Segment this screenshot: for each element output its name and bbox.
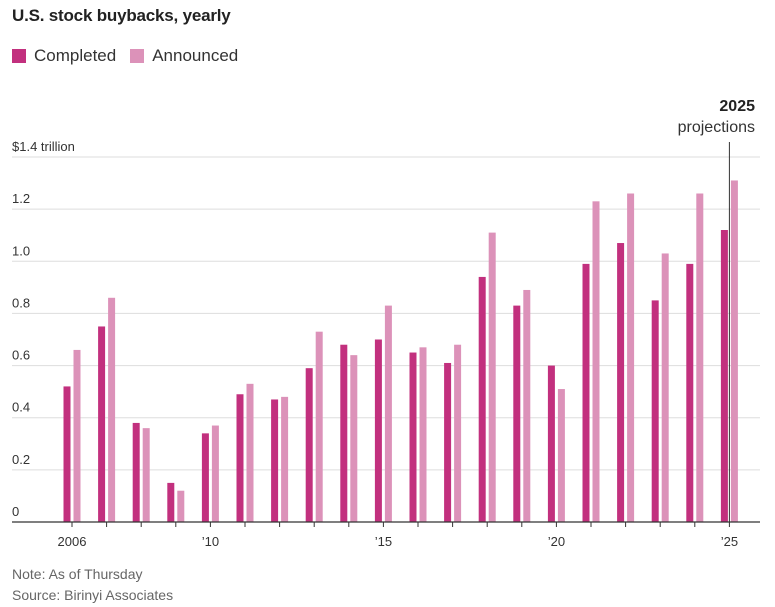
- legend: Completed Announced: [12, 46, 252, 66]
- bar-completed-2020: [547, 365, 555, 522]
- bar-announced-2010: [211, 425, 219, 522]
- bar-completed-2006: [63, 386, 71, 522]
- x-tick-label: ’25: [721, 534, 738, 549]
- bar-completed-2011: [236, 394, 244, 522]
- bar-completed-2007: [98, 326, 106, 522]
- y-tick-label: 1.0: [12, 243, 30, 258]
- footer-source: Source: Birinyi Associates: [12, 587, 174, 603]
- bar-completed-2008: [132, 422, 140, 522]
- y-tick-label: 0.2: [12, 452, 30, 467]
- legend-item-completed: Completed: [12, 46, 116, 66]
- legend-label-completed: Completed: [34, 46, 117, 65]
- bar-announced-2025: [730, 180, 738, 522]
- bar-completed-2017: [444, 362, 452, 522]
- y-tick-label: $1.4 trillion: [12, 139, 75, 154]
- footer-note: Note: As of Thursday: [12, 566, 143, 582]
- bar-completed-2009: [167, 482, 175, 522]
- x-tick-label: ’20: [548, 534, 565, 549]
- y-tick-label: 0.8: [12, 295, 30, 310]
- bar-announced-2009: [177, 490, 185, 522]
- bar-completed-2015: [374, 339, 382, 522]
- bar-announced-2017: [454, 344, 462, 522]
- bar-completed-2014: [340, 344, 348, 522]
- legend-item-announced: Announced: [130, 46, 238, 66]
- chart-title: U.S. stock buybacks, yearly: [12, 6, 231, 25]
- bar-announced-2016: [419, 347, 427, 522]
- bar-announced-2021: [592, 201, 600, 523]
- bar-completed-2021: [582, 263, 590, 522]
- bar-announced-2023: [661, 253, 669, 522]
- bar-announced-2008: [142, 428, 150, 522]
- bar-completed-2025: [720, 230, 728, 522]
- bar-announced-2018: [488, 232, 496, 522]
- bar-completed-2019: [513, 305, 521, 522]
- bar-completed-2016: [409, 352, 417, 522]
- legend-swatch-completed: [12, 49, 26, 63]
- bar-announced-2007: [108, 297, 116, 522]
- bar-completed-2010: [201, 433, 209, 522]
- bar-announced-2024: [696, 193, 704, 522]
- bar-completed-2012: [271, 399, 279, 522]
- y-tick-label: 0.4: [12, 400, 30, 415]
- y-tick-label: 1.2: [12, 191, 30, 206]
- y-tick-label: 0.6: [12, 348, 30, 363]
- bar-announced-2011: [246, 383, 254, 522]
- annotation-label: projections: [678, 119, 755, 136]
- bar-completed-2023: [651, 300, 659, 522]
- bar-announced-2012: [281, 396, 289, 522]
- x-tick-label: 2006: [58, 534, 87, 549]
- y-tick-label: 0: [12, 504, 19, 519]
- bar-completed-2013: [305, 368, 313, 522]
- legend-swatch-announced: [130, 49, 145, 63]
- bar-completed-2018: [478, 276, 486, 522]
- bar-announced-2013: [315, 331, 323, 522]
- bar-announced-2006: [73, 349, 81, 522]
- bar-announced-2022: [627, 193, 635, 522]
- bar-announced-2019: [523, 289, 531, 522]
- bar-completed-2022: [617, 243, 625, 523]
- x-tick-label: ’15: [375, 534, 392, 549]
- bar-announced-2020: [557, 389, 565, 522]
- bar-announced-2014: [350, 355, 358, 522]
- x-tick-label: ’10: [202, 534, 219, 549]
- bar-announced-2015: [384, 305, 392, 522]
- bar-completed-2024: [686, 263, 694, 522]
- legend-label-announced: Announced: [152, 46, 239, 65]
- annotation-year: 2025: [719, 98, 755, 115]
